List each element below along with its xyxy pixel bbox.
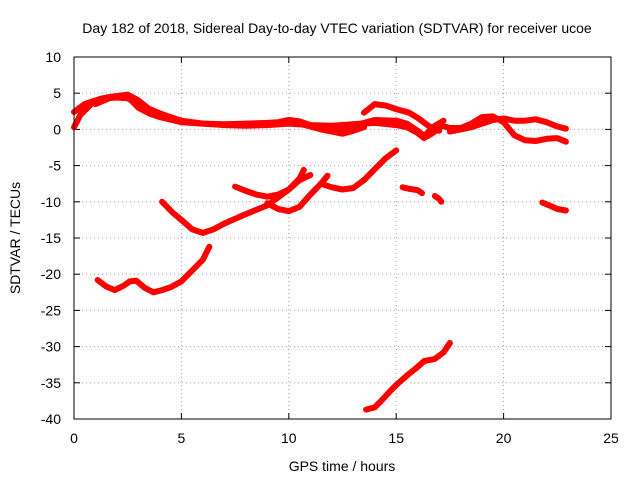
y-tick-label: -5	[49, 158, 62, 174]
series-arc-12	[318, 147, 400, 193]
series-arc-7	[446, 115, 569, 135]
series-arc-5	[361, 101, 443, 134]
y-tick-label: -40	[41, 411, 61, 427]
y-tick-label: -20	[41, 266, 61, 282]
x-tick-label: 5	[178, 430, 186, 446]
y-tick-label: -10	[41, 194, 61, 210]
x-tick-label: 20	[496, 430, 512, 446]
series-arc-14	[431, 193, 445, 205]
x-tick-label: 0	[70, 430, 78, 446]
plot-frame	[73, 56, 612, 420]
y-tick-label: 0	[53, 121, 61, 137]
y-tick-label: 5	[53, 85, 61, 101]
x-tick-label: 15	[388, 430, 404, 446]
x-tick-label: 25	[603, 430, 619, 446]
series-arc-16	[363, 340, 453, 413]
data-series	[71, 91, 569, 413]
chart-title: Day 182 of 2018, Sidereal Day-to-day VTE…	[82, 20, 592, 36]
series-arc-3	[92, 91, 185, 126]
tick-labels: 0 5 10 15 20 25 10 5 0 -5 -10 -15 -20 -25 -30 -35 -40	[41, 49, 619, 446]
series-arc-10	[232, 172, 314, 200]
y-tick-label: 10	[45, 49, 61, 65]
y-tick-label: -35	[41, 375, 61, 391]
series-arc-8	[94, 243, 213, 296]
series-arc-13	[399, 184, 425, 197]
y-tick-label: -15	[41, 230, 61, 246]
series-arc-4	[296, 120, 367, 137]
x-axis-label: GPS time / hours	[289, 458, 396, 474]
x-tick-label: 10	[281, 430, 297, 446]
y-axis-label: SDTVAR / TECUs	[7, 182, 23, 294]
y-tick-label: -30	[41, 339, 61, 355]
series-arc-15	[539, 199, 569, 214]
y-tick-label: -25	[41, 302, 61, 318]
